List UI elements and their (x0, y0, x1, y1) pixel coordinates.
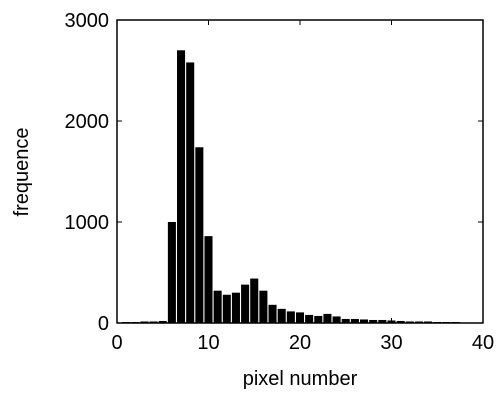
x-tick-label-0: 0 (111, 332, 122, 354)
bar-7 (177, 50, 186, 324)
bar-19 (286, 311, 295, 323)
y-tick-label-3000: 3000 (65, 10, 110, 32)
bar-22 (314, 315, 323, 323)
bar-6 (167, 222, 176, 323)
bar-28 (369, 319, 378, 323)
bar-35 (433, 321, 442, 323)
x-axis-label: pixel number (243, 368, 358, 390)
bar-31 (396, 320, 405, 323)
bar-18 (277, 308, 286, 323)
bar-36 (442, 321, 451, 323)
bar-32 (405, 321, 414, 323)
bar-12 (222, 294, 231, 323)
bar-33 (414, 321, 423, 323)
bar-10 (204, 236, 213, 323)
bar-4 (149, 321, 158, 323)
x-ticks-group: 0 10 20 30 40 (111, 20, 494, 354)
bar-29 (378, 319, 387, 323)
bar-16 (259, 290, 268, 323)
bar-21 (305, 314, 314, 323)
x-tick-label-10: 10 (197, 332, 219, 354)
bar-23 (323, 313, 332, 323)
bar-20 (295, 312, 305, 323)
bar-26 (350, 318, 359, 323)
y-tick-label-2000: 2000 (65, 111, 110, 133)
bar-5 (158, 320, 167, 323)
bar-27 (360, 319, 369, 323)
y-tick-label-0: 0 (98, 313, 109, 335)
bar-25 (341, 318, 350, 323)
bar-8 (186, 62, 195, 324)
y-ticks-group: 0 1000 2000 3000 (65, 10, 483, 335)
bar-1 (122, 321, 131, 323)
bar-37 (451, 321, 460, 323)
bar-13 (231, 292, 240, 323)
x-tick-label-30: 30 (380, 332, 402, 354)
bar-17 (268, 304, 277, 323)
bar-14 (241, 284, 250, 323)
bar-38 (460, 322, 469, 323)
x-tick-label-40: 40 (472, 332, 494, 354)
bar-15 (250, 278, 259, 323)
bar-2 (131, 321, 140, 323)
y-axis-label: frequence (11, 128, 33, 217)
bar-24 (332, 316, 341, 323)
bars-group (122, 50, 469, 324)
bar-11 (213, 290, 222, 323)
y-tick-label-1000: 1000 (65, 212, 110, 234)
bar-34 (424, 321, 433, 323)
bar-9 (195, 147, 204, 323)
x-tick-label-20: 20 (289, 332, 311, 354)
bar-3 (140, 321, 149, 323)
